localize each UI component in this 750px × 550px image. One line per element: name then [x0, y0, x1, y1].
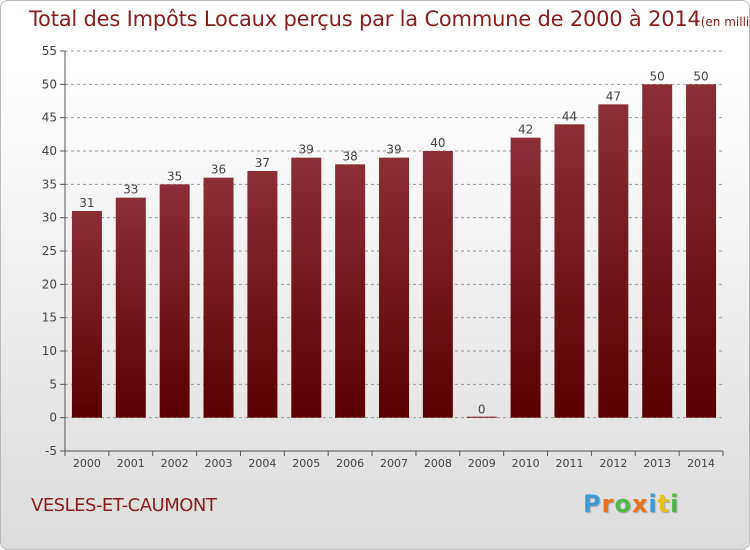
data-label: 31 — [79, 196, 94, 210]
bar-2004 — [247, 171, 278, 418]
logo-letter: P — [583, 490, 602, 518]
data-label: 35 — [167, 169, 182, 183]
bar-2013 — [642, 84, 673, 418]
x-tick-label: 2008 — [424, 457, 452, 470]
data-label: 44 — [562, 109, 577, 123]
chart-title: Total des Impôts Locaux perçus par la Co… — [29, 7, 750, 31]
logo-letter: x — [631, 490, 649, 518]
y-tick-label: 35 — [42, 177, 57, 191]
x-tick-label: 2000 — [73, 457, 101, 470]
chart-title-text: Total des Impôts Locaux perçus par la Co… — [29, 7, 701, 31]
data-label: 0 — [478, 403, 486, 417]
bar-2000 — [71, 211, 102, 418]
bar-2009 — [466, 416, 497, 418]
labels: -5 0 5 10 15 20 25 30 35 40 45 50 55 31 2000 33 2001 35 20… — [42, 44, 715, 470]
y-tick-label: 0 — [49, 411, 57, 425]
data-label: 39 — [299, 143, 314, 157]
x-tick-label: 2004 — [248, 457, 276, 470]
x-tick-label: 2014 — [687, 457, 715, 470]
bar-2001 — [115, 197, 146, 418]
data-label: 39 — [386, 143, 401, 157]
logo-letter: o — [614, 490, 632, 518]
logo-letter: i — [670, 490, 680, 518]
bar-2002 — [159, 184, 190, 418]
y-tick-label: 50 — [42, 77, 57, 91]
y-tick-label: 30 — [42, 211, 57, 225]
data-label: 50 — [693, 69, 708, 83]
x-tick-label: 2002 — [161, 457, 189, 470]
data-label: 36 — [211, 163, 226, 177]
bar-2005 — [291, 157, 322, 418]
bar-2010 — [510, 137, 541, 418]
chart-title-unit: (en milliers d'€) — [700, 15, 750, 29]
logo-letter: t — [657, 490, 671, 518]
y-tick-label: 45 — [42, 111, 57, 125]
data-label: 38 — [342, 149, 357, 163]
x-tick-label: 2003 — [205, 457, 233, 470]
data-label: 40 — [430, 136, 445, 150]
x-tick-label: 2011 — [555, 457, 583, 470]
bar-2012 — [598, 104, 629, 418]
y-tick-label: 55 — [42, 44, 57, 58]
x-tick-label: 2010 — [512, 457, 540, 470]
y-tick-label: 10 — [42, 344, 57, 358]
bar-2003 — [203, 177, 234, 418]
x-tick-label: 2005 — [292, 457, 320, 470]
data-label: 47 — [606, 89, 621, 103]
x-tick-label: 2006 — [336, 457, 364, 470]
y-tick-label: -5 — [45, 444, 57, 458]
x-tick-label: 2007 — [380, 457, 408, 470]
logo-letter: i — [648, 490, 658, 518]
logo-letter: r — [601, 490, 615, 518]
bar-2008 — [422, 151, 453, 418]
bar-2011 — [554, 124, 585, 418]
data-label: 37 — [255, 156, 270, 170]
x-tick-label: 2013 — [643, 457, 671, 470]
y-tick-label: 40 — [42, 144, 57, 158]
y-tick-label: 5 — [49, 377, 57, 391]
data-label: 33 — [123, 183, 138, 197]
proxiti-logo: Proxiti — [583, 490, 679, 518]
bar-2006 — [335, 164, 366, 418]
y-tick-label: 25 — [42, 244, 57, 258]
x-tick-label: 2001 — [117, 457, 145, 470]
y-tick-label: 15 — [42, 311, 57, 325]
bars — [71, 84, 717, 418]
commune-name: VESLES-ET-CAUMONT — [31, 495, 217, 516]
data-label: 50 — [650, 69, 665, 83]
bar-2007 — [379, 157, 409, 418]
y-tick-label: 20 — [42, 277, 57, 291]
data-label: 42 — [518, 123, 533, 137]
x-tick-label: 2012 — [599, 457, 627, 470]
axes — [60, 50, 724, 456]
x-tick-label: 2009 — [468, 457, 496, 470]
bar-2014 — [686, 84, 717, 418]
